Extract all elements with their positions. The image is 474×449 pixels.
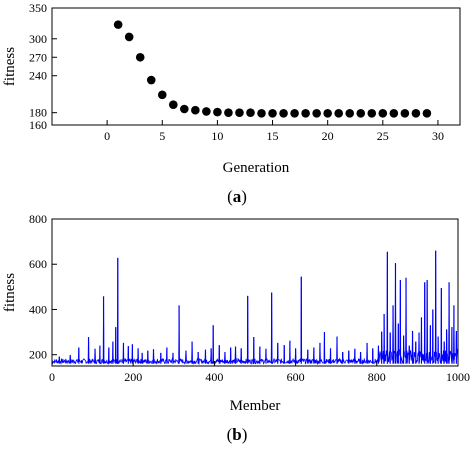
- panel-a-plot-frame: [51, 7, 461, 126]
- data-point: [268, 109, 277, 118]
- data-point: [213, 107, 222, 117]
- panel-a-letter: a: [233, 187, 242, 206]
- x-tick-label: 800: [368, 370, 386, 384]
- x-tick: 800: [368, 361, 386, 384]
- data-point: [224, 108, 233, 117]
- x-tick-label: 1000: [446, 370, 470, 384]
- data-point: [246, 108, 255, 117]
- panel-b-caption: (b): [227, 425, 248, 444]
- y-tick: 350: [29, 1, 57, 15]
- data-point: [180, 104, 189, 114]
- x-tick: 20: [322, 120, 334, 143]
- x-tick-label: 0: [49, 370, 55, 384]
- panel-b-x-axis-label: Member: [230, 398, 281, 414]
- x-tick: 15: [267, 120, 279, 143]
- data-point: [157, 90, 167, 100]
- data-point: [257, 109, 266, 118]
- x-tick-label: 30: [432, 129, 444, 143]
- x-tick: 0: [49, 361, 55, 384]
- data-point: [290, 109, 299, 118]
- x-tick-label: 5: [159, 129, 165, 143]
- x-tick: 400: [205, 361, 223, 384]
- y-tick: 200: [29, 348, 57, 362]
- data-point: [235, 108, 244, 117]
- data-point: [411, 109, 421, 118]
- y-tick: 240: [29, 69, 57, 83]
- x-tick-label: 400: [205, 370, 223, 384]
- x-tick: 600: [287, 361, 305, 384]
- x-tick: 1000: [446, 361, 470, 384]
- panel-b-letter: b: [232, 425, 241, 444]
- data-point: [301, 109, 310, 118]
- panel-a-x-axis-label: Generation: [223, 160, 290, 176]
- panel-a-data-points: [113, 20, 432, 118]
- data-point: [367, 109, 377, 118]
- y-tick-label: 240: [29, 69, 47, 83]
- y-tick: 800: [29, 212, 57, 226]
- y-tick-label: 270: [29, 50, 47, 64]
- panel-b-y-axis: 200 400 600 800: [29, 212, 57, 362]
- data-point: [312, 109, 321, 118]
- y-tick: 300: [29, 32, 57, 46]
- data-point: [202, 107, 211, 116]
- y-tick-label: 160: [29, 118, 47, 132]
- y-tick-label: 800: [29, 212, 47, 226]
- panel-b-x-axis: 0 200 400 600 800 1000: [49, 361, 470, 384]
- data-point: [191, 105, 200, 115]
- y-tick: 180: [29, 106, 57, 120]
- data-point: [113, 20, 123, 29]
- data-point: [323, 109, 332, 118]
- y-tick: 600: [29, 257, 57, 271]
- x-tick-label: 20: [322, 129, 334, 143]
- panel-a-y-axis-label: fitness: [2, 47, 18, 86]
- y-tick-label: 600: [29, 257, 47, 271]
- y-tick-label: 200: [29, 348, 47, 362]
- x-tick-label: 10: [211, 129, 223, 143]
- data-point: [378, 109, 388, 118]
- data-point: [400, 109, 410, 118]
- y-tick-label: 300: [29, 32, 47, 46]
- data-point: [334, 109, 344, 118]
- y-tick-label: 350: [29, 1, 47, 15]
- data-point: [389, 109, 399, 118]
- x-tick: 30: [432, 120, 444, 143]
- data-point: [135, 52, 145, 62]
- y-tick: 400: [29, 302, 57, 316]
- data-point: [356, 109, 366, 118]
- data-point: [422, 109, 432, 118]
- x-tick-label: 600: [287, 370, 305, 384]
- panel-b-plot-frame: [51, 218, 459, 367]
- y-tick-label: 180: [29, 106, 47, 120]
- data-point: [124, 32, 134, 42]
- data-point: [279, 109, 288, 118]
- x-tick-label: 200: [124, 370, 142, 384]
- panel-a-x-axis: 0 5 10 15 20 25 30: [104, 120, 444, 143]
- x-tick: 10: [211, 120, 223, 143]
- y-tick: 270: [29, 50, 57, 64]
- x-tick: 200: [124, 361, 142, 384]
- x-tick-label: 25: [377, 129, 389, 143]
- data-point: [345, 109, 355, 118]
- x-tick: 0: [104, 120, 110, 143]
- y-tick-label: 400: [29, 302, 47, 316]
- panel-b-y-axis-label: fitness: [2, 273, 18, 312]
- panel-b-series-line: [51, 250, 459, 366]
- data-point: [168, 100, 178, 109]
- y-tick: 160: [29, 118, 57, 132]
- x-tick-label: 0: [104, 129, 110, 143]
- x-tick: 5: [159, 120, 165, 143]
- data-point: [146, 75, 156, 85]
- x-tick-label: 15: [267, 129, 279, 143]
- x-tick: 25: [377, 120, 389, 143]
- panel-a-caption: (a): [227, 187, 247, 206]
